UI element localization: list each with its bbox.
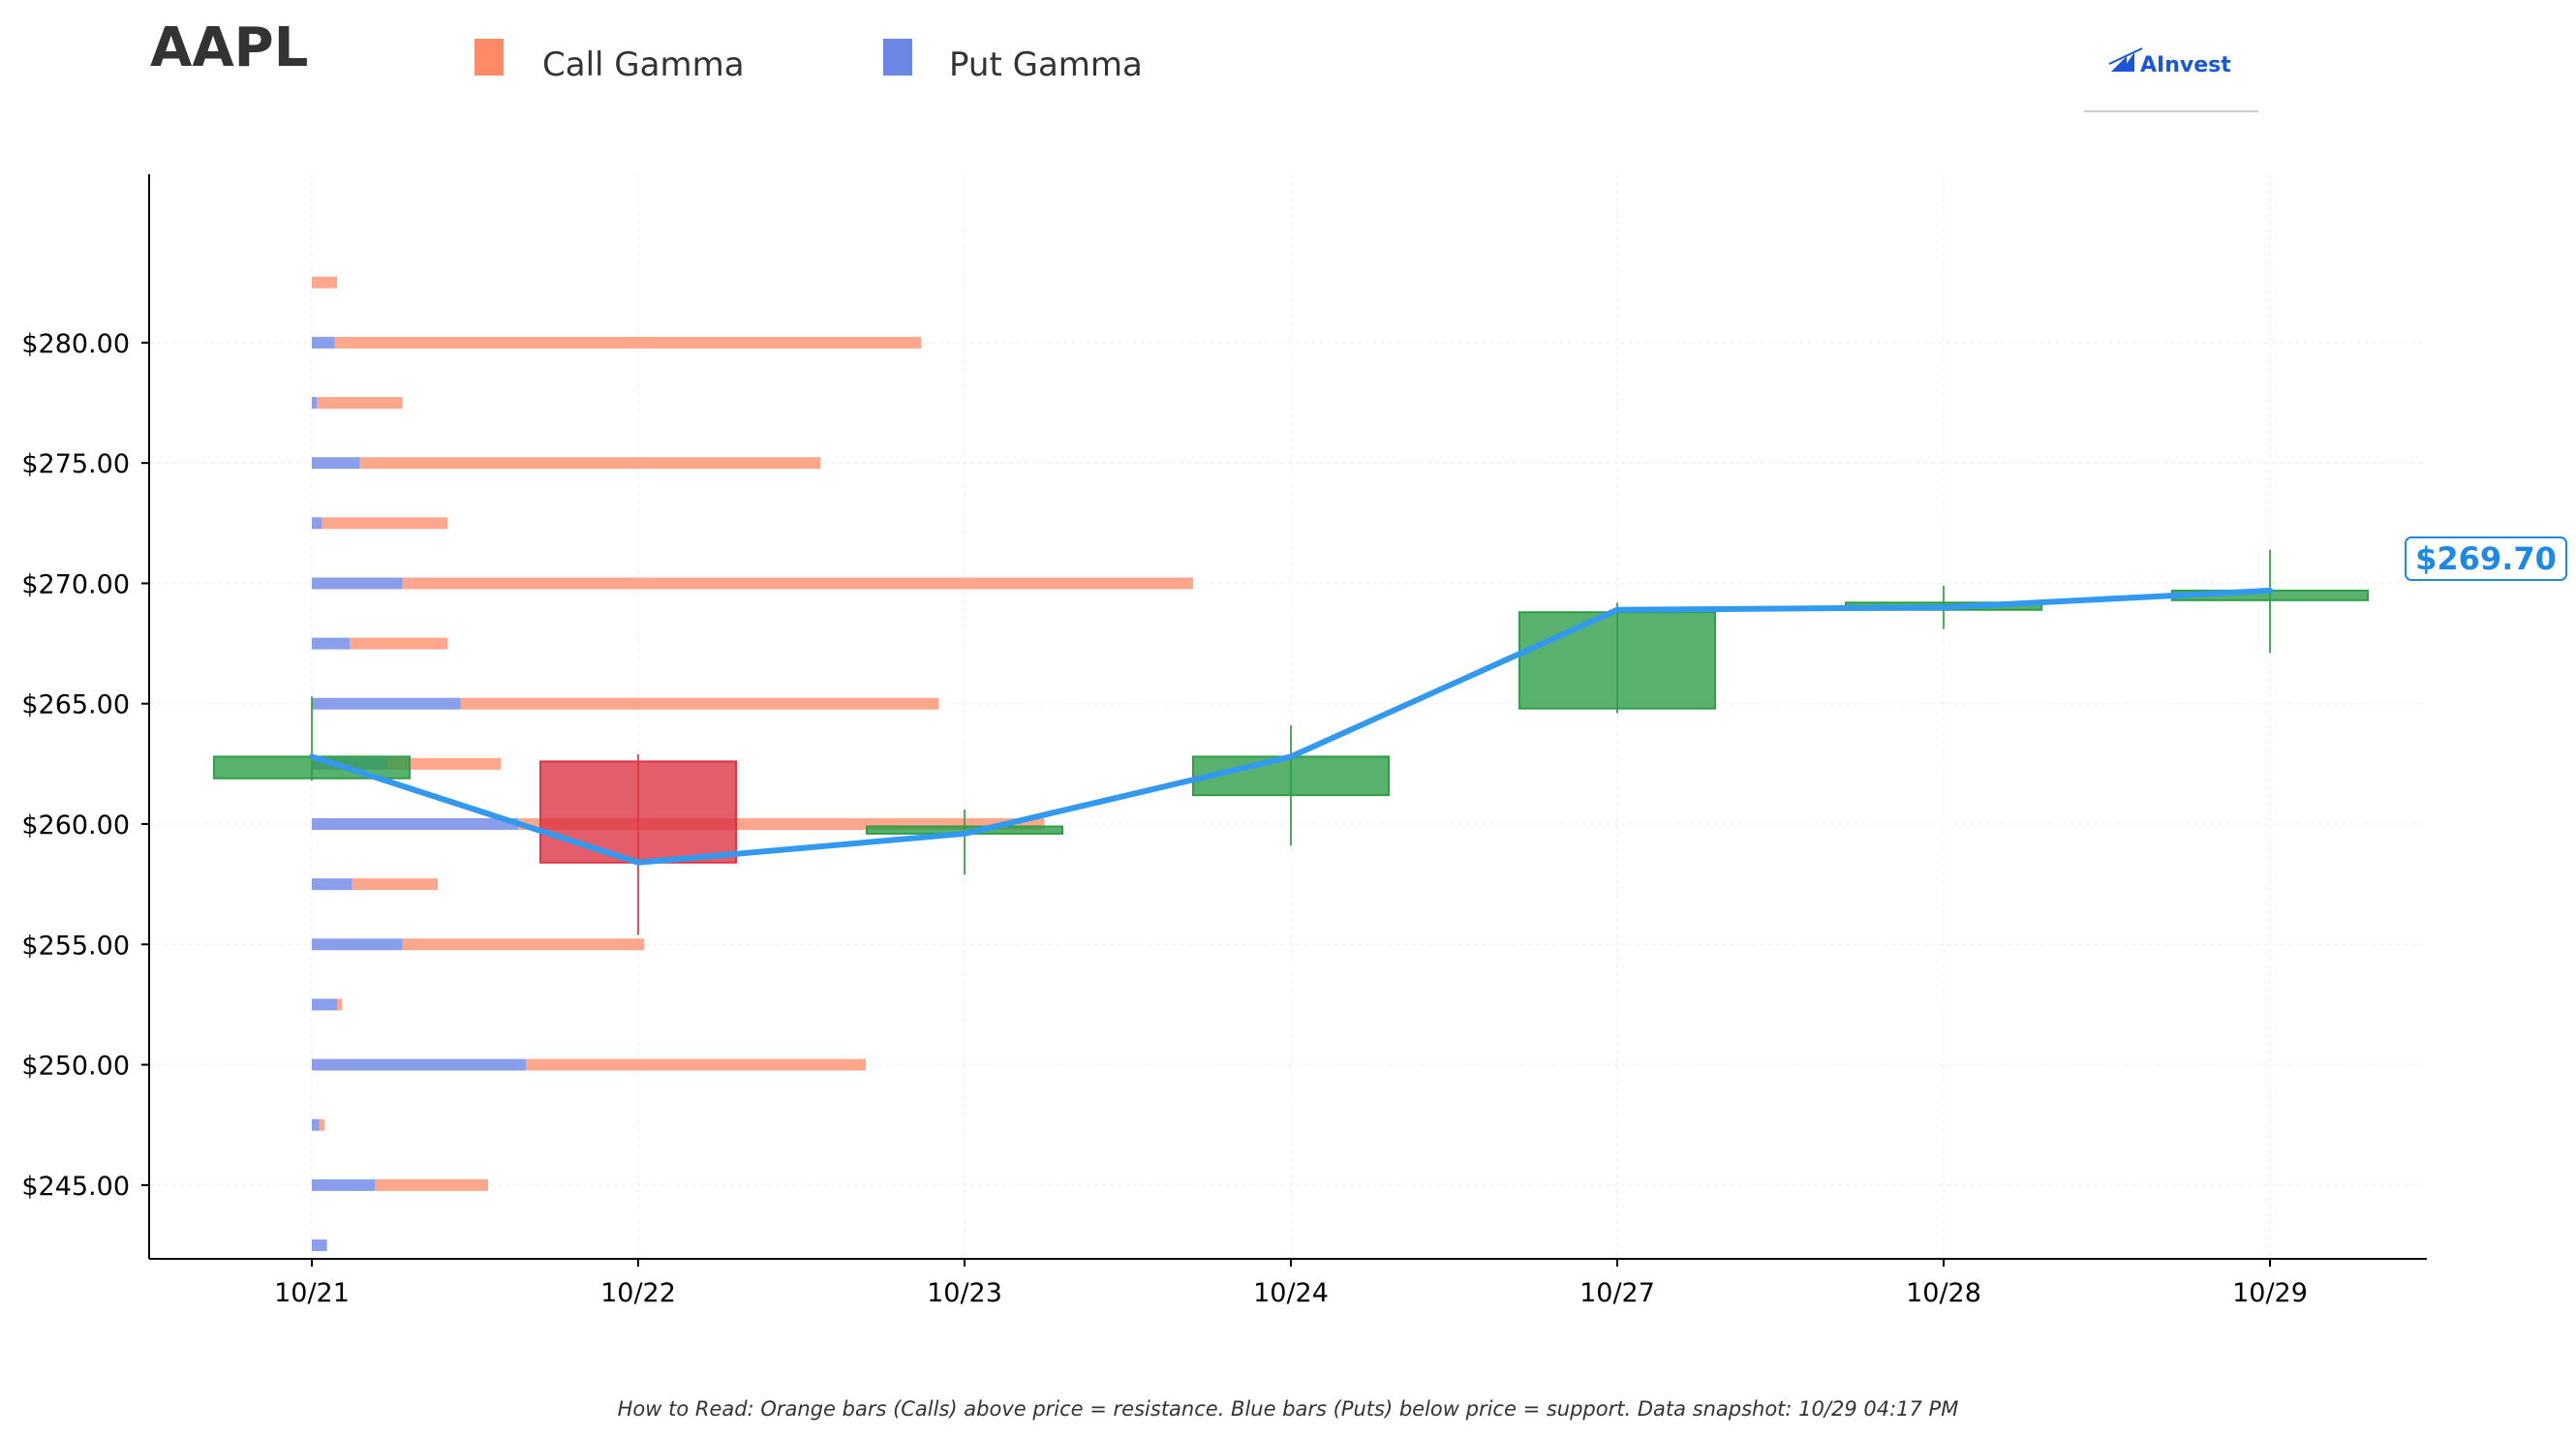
put-gamma-bar-12	[312, 517, 322, 530]
call-gamma-bar-3	[526, 1058, 866, 1071]
brand-name: AInvest	[2140, 53, 2231, 77]
put-gamma-bar-3	[312, 1058, 526, 1071]
y-tick-label-3: $260.00	[21, 810, 130, 841]
x-tick-label-4: 10/27	[1579, 1278, 1655, 1308]
put-gamma-bar-11	[312, 577, 403, 590]
x-tick-label-0: 10/21	[274, 1278, 350, 1308]
call-gamma-bar-1	[375, 1178, 488, 1191]
put-gamma-bar-1	[312, 1178, 375, 1191]
call-gamma-bar-13	[359, 457, 821, 470]
ticker-title: AAPL	[150, 16, 308, 79]
candle-body-4	[1518, 611, 1716, 710]
price-line-group	[309, 587, 2273, 866]
legend-put-swatch	[883, 39, 912, 76]
price-line	[309, 587, 2273, 866]
put-gamma-bar-15	[312, 336, 335, 349]
legend-call-label: Call Gamma	[542, 46, 745, 84]
candle-body-0	[213, 755, 411, 780]
candle-body-3	[1192, 755, 1390, 797]
x-tick-labels: 10/21 10/22 10/23 10/24 10/27 10/28 10/29	[274, 1278, 2308, 1308]
y-tick-label-1: $250.00	[21, 1052, 130, 1082]
put-gamma-bar-4	[312, 998, 337, 1011]
brand-logo-icon	[2108, 47, 2143, 72]
call-gamma-bar-6	[352, 878, 438, 891]
call-gamma-bar-4	[337, 998, 343, 1011]
axes	[141, 174, 2427, 1267]
put-gamma-bar-5	[312, 938, 403, 951]
gamma-bars	[312, 276, 1194, 1251]
call-gamma-bar-10	[350, 637, 448, 650]
how-to-read-note: How to Read: Orange bars (Calls) above p…	[618, 1397, 1959, 1421]
y-tick-label-6: $275.00	[21, 449, 130, 479]
put-gamma-bar-7	[312, 818, 519, 830]
y-tick-label-5: $270.00	[21, 569, 130, 599]
y-tick-label-4: $265.00	[21, 690, 130, 720]
call-gamma-bar-5	[402, 938, 645, 951]
x-tick-label-6: 10/29	[2232, 1278, 2308, 1308]
call-gamma-bar-12	[322, 517, 448, 530]
grid-lines	[149, 174, 2427, 1259]
call-gamma-bar-2	[319, 1118, 324, 1131]
put-gamma-bar-2	[312, 1118, 320, 1131]
call-gamma-bar-9	[460, 697, 939, 710]
legend-put-label: Put Gamma	[949, 46, 1143, 84]
put-gamma-bar-0	[312, 1239, 327, 1251]
put-gamma-bar-9	[312, 697, 461, 710]
put-gamma-bar-10	[312, 637, 350, 650]
last-price-label: $269.70	[2415, 540, 2557, 577]
x-tick-label-1: 10/22	[600, 1278, 676, 1308]
x-tick-label-5: 10/28	[1906, 1278, 1981, 1308]
last-price-box	[2405, 536, 2567, 581]
brand-logo: AInvest	[2084, 47, 2258, 112]
x-tick-label-3: 10/24	[1253, 1278, 1329, 1308]
call-gamma-bar-16	[312, 276, 337, 289]
call-gamma-bar-15	[334, 336, 922, 349]
last-price-callout: $269.70	[2405, 536, 2567, 581]
y-tick-label-2: $255.00	[21, 931, 130, 961]
y-tick-label-0: $245.00	[21, 1172, 130, 1202]
candle-body-1	[539, 760, 737, 864]
y-tick-label-7: $280.00	[21, 329, 130, 359]
legend-call-swatch	[475, 39, 504, 76]
put-gamma-bar-13	[312, 457, 360, 470]
call-gamma-bar-14	[317, 397, 403, 409]
candlesticks	[213, 549, 2369, 935]
call-gamma-bar-11	[402, 577, 1194, 590]
call-gamma-bar-8	[387, 757, 501, 770]
put-gamma-bar-6	[312, 878, 353, 891]
put-gamma-bar-14	[312, 397, 318, 409]
x-tick-label-2: 10/23	[927, 1278, 1002, 1308]
y-tick-labels: $245.00 $250.00 $255.00 $260.00 $265.00 $270.…	[21, 329, 130, 1202]
